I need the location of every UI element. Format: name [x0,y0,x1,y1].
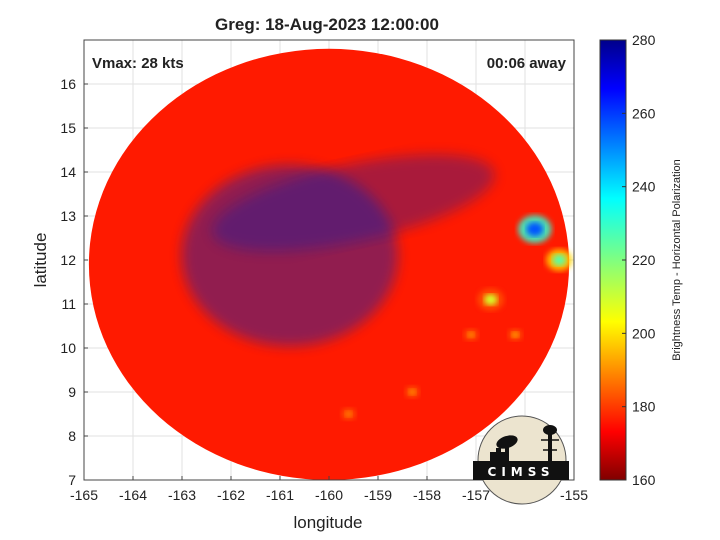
colorbar-tick-label: 260 [632,105,656,121]
y-tick-label: 12 [60,252,76,268]
y-tick-label: 8 [68,428,76,444]
colorbar-tick-label: 180 [632,399,656,415]
colorbar-tick-label: 160 [632,472,656,488]
y-tick-label: 16 [60,76,76,92]
colorbar-tick-label: 220 [632,252,656,268]
colorbar [599,39,627,481]
y-tick-label: 11 [61,296,76,312]
feature-point [526,222,544,237]
x-tick-label: -162 [217,487,245,503]
swath-band-texture [212,154,495,252]
vmax-annotation: Vmax: 28 kts [92,55,184,72]
feature-point [552,254,566,266]
x-tick-label: -158 [413,487,441,503]
feature-point [345,411,353,417]
cimss-logo: CIMSS [473,415,569,505]
axis-ticks: -165-164-163-162-161-160-159-158-157-156… [60,76,588,503]
colorbar-label: Brightness Temp - Horizontal Polarizatio… [671,159,683,361]
logo-backdrop [477,415,567,505]
logo-silhouette [473,425,569,480]
swath-layer [88,48,570,480]
colorbar-tick-label: 240 [632,179,656,195]
x-tick-label: -165 [70,487,98,503]
colorbar-tick-label: 280 [632,32,656,48]
x-tick-label: -159 [364,487,392,503]
chart-title: Greg: 18-Aug-2023 12:00:00 [215,15,439,34]
feature-point [511,331,519,338]
feature-point [408,389,416,395]
feature-layer [341,215,573,420]
colorbar-ticks: 160 180 200 220 240 260 280 [622,32,656,488]
x-tick-label: -155 [560,487,588,503]
colorbar-tick-label: 200 [632,325,656,341]
y-axis-label: latitude [31,233,50,288]
logo-text: CIMSS [488,465,555,479]
feature-point [484,294,498,306]
x-tick-label: -164 [119,487,147,503]
y-tick-label: 13 [60,208,76,224]
y-tick-label: 14 [60,164,76,180]
feature-point [467,331,475,338]
y-tick-label: 7 [68,472,76,488]
x-axis-label: longitude [293,513,362,532]
y-tick-label: 9 [68,384,76,400]
x-tick-label: -160 [315,487,343,503]
y-tick-label: 15 [60,120,76,136]
time-away-annotation: 00:06 away [487,55,567,72]
x-tick-label: -161 [266,487,294,503]
y-tick-label: 10 [60,340,76,356]
x-tick-label: -157 [462,487,490,503]
x-tick-label: -163 [168,487,196,503]
